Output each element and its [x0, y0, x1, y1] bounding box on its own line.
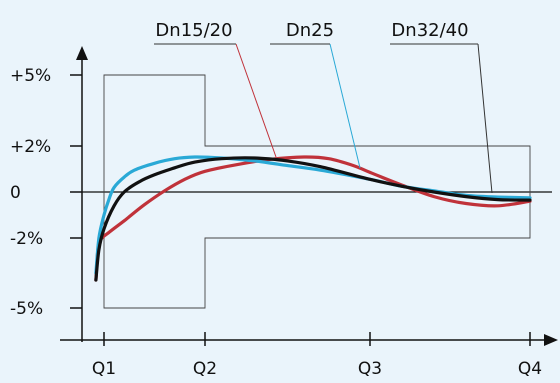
- series-leader-dn15-20: [235, 43, 277, 158]
- y-tick-label: -2%: [10, 229, 43, 249]
- series-line-dn15-20: [94, 155, 532, 282]
- series-line-dn25: [94, 155, 532, 275]
- series-label-dn32-40: Dn32/40: [391, 20, 468, 41]
- series-label-dn25: Dn25: [286, 20, 334, 41]
- y-tick-label: -5%: [10, 299, 43, 319]
- y-tick-label: +5%: [10, 66, 51, 86]
- y-tick-label: +2%: [10, 137, 51, 157]
- y-axis-arrow: [76, 46, 88, 60]
- x-tick-label: Q4: [518, 359, 542, 379]
- x-tick-label: Q3: [358, 359, 382, 379]
- series-label-dn15-20: Dn15/20: [155, 20, 232, 41]
- series-leader-dn25: [329, 43, 361, 169]
- tolerance-band: [103, 74, 531, 309]
- x-tick-label: Q2: [193, 359, 217, 379]
- x-axis-arrow: [544, 334, 558, 346]
- series-line-dn32-40: [94, 156, 532, 282]
- series-leader-dn32-40: [477, 43, 493, 194]
- x-tick-label: Q1: [92, 359, 116, 379]
- y-tick-label: 0: [10, 183, 21, 203]
